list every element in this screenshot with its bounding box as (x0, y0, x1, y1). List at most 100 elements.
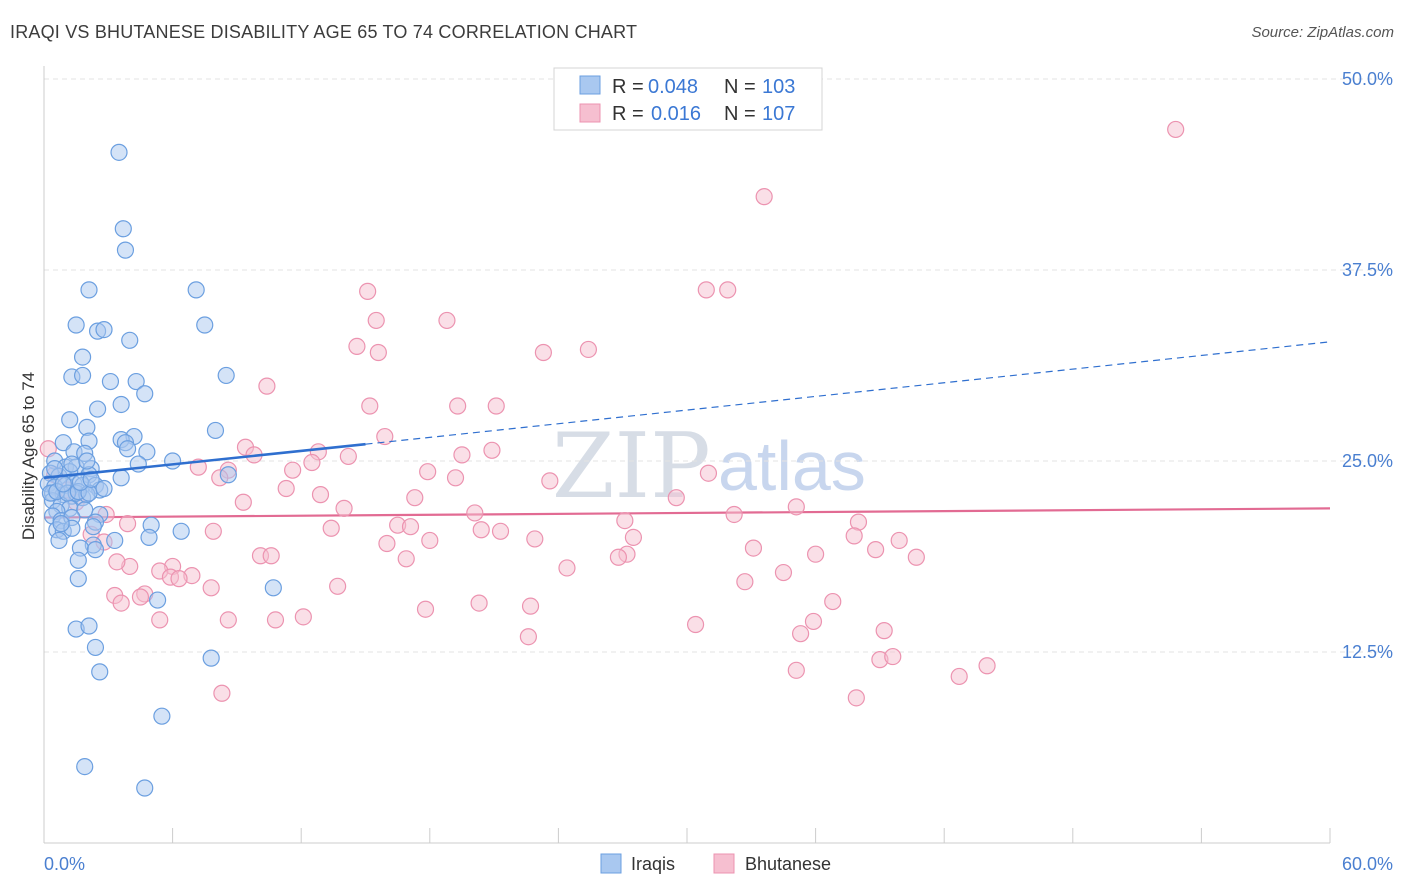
bhutanese-point-57 (867, 541, 885, 559)
bhutanese-point-12 (361, 397, 379, 415)
y-axis-label: Disability Age 65 to 74 (19, 372, 38, 540)
bhutanese-point-83 (875, 622, 893, 640)
bhutanese-point-82 (804, 612, 823, 631)
bhutanese-point-90 (213, 684, 231, 702)
bhutanese-point-78 (219, 611, 237, 629)
iraqis-point-8 (95, 320, 113, 339)
iraqis-point-4 (187, 281, 205, 299)
iraqis-point-5 (196, 316, 214, 334)
series-legend: Iraqis Bhutanese (600, 853, 831, 874)
iraqis-point-18 (112, 395, 130, 414)
bhutanese-point-79 (266, 611, 285, 629)
bhutanese-point-96 (262, 547, 280, 565)
bhutanese-point-2 (359, 282, 377, 300)
x-tick-label-max: 60.0% (1342, 854, 1393, 874)
legend-n-label-iraqis: N = (724, 76, 756, 98)
legend-n-value-bhutanese: 107 (762, 103, 795, 125)
bhutanese-point-1 (755, 188, 773, 206)
iraqis-point-6 (67, 316, 85, 334)
bhutanese-point-85 (791, 625, 810, 643)
bhutanese-point-67 (329, 577, 347, 595)
correlation-legend: R = 0.048 N = 103 R = 0.016 N = 107 (553, 67, 823, 131)
bhutanese-point-8 (369, 343, 387, 362)
bhutanese-point-41 (204, 522, 222, 540)
iraqis-point-101 (78, 452, 96, 470)
bhutanese-point-42 (322, 519, 340, 537)
bhutanese-point-99 (108, 553, 126, 571)
bhutanese-point-6 (438, 311, 456, 330)
bhutanese-point-46 (491, 522, 510, 540)
iraqis-point-72 (50, 531, 68, 550)
y-tick-label-0: 12.5% (1342, 642, 1393, 662)
iraqis-point-15 (127, 372, 145, 391)
y-tick-label-2: 37.5% (1342, 260, 1393, 280)
bhutanese-point-92 (950, 667, 968, 686)
bhutanese-point-77 (151, 611, 169, 629)
bhutanese-point-39 (725, 505, 743, 524)
iraqis-point-11 (217, 366, 235, 385)
bhutanese-point-49 (845, 527, 863, 545)
bhutanese-point-25 (303, 453, 321, 472)
legend-swatch-iraqis (579, 75, 601, 95)
bhutanese-point-15 (376, 427, 394, 446)
watermark-zip: ZIP (552, 414, 711, 519)
iraqis-point-19 (61, 411, 79, 429)
bhutanese-point-10 (579, 340, 598, 359)
iraqis-point-35 (164, 452, 182, 470)
iraqis-point-102 (52, 515, 70, 533)
iraqis-point-88 (76, 757, 94, 776)
bhutanese-point-30 (541, 472, 559, 490)
bhutanese-point-71 (112, 594, 130, 612)
iraqis-point-78 (69, 551, 87, 569)
iraqis-point-71 (172, 522, 190, 540)
bhutanese-point-40 (118, 515, 137, 533)
iraqis-point-29 (118, 440, 137, 458)
iraqis-point-3 (80, 281, 98, 299)
iraqis-point-83 (80, 617, 98, 635)
bhutanese-point-47 (616, 511, 634, 530)
iraqis-point-86 (91, 663, 109, 681)
legend-r-value-iraqis: 0.048 (648, 76, 698, 98)
bhutanese-point-61 (609, 548, 628, 566)
bottom-legend-label-bhutanese: Bhutanese (745, 854, 831, 874)
iraqis-trend-extension (365, 341, 1331, 445)
legend-swatch-bhutanese (579, 103, 601, 123)
bhutanese-point-44 (401, 518, 420, 536)
bhutanese-point-56 (806, 545, 825, 563)
iraqis-point-17 (88, 400, 107, 418)
bhutanese-point-9 (534, 343, 552, 362)
bhutanese-point-66 (202, 579, 220, 597)
iraqis-point-9 (121, 331, 139, 349)
bhutanese-point-0 (1167, 120, 1185, 139)
bhutanese-point-81 (686, 615, 705, 634)
bhutanese-point-53 (378, 534, 396, 553)
bhutanese-point-11 (258, 377, 276, 395)
iraqis-point-13 (73, 366, 92, 385)
bhutanese-point-89 (787, 661, 805, 679)
bhutanese-point-94 (131, 588, 150, 606)
legend-r-value-bhutanese: 0.016 (651, 103, 701, 125)
bhutanese-trend-line (43, 507, 1331, 519)
bhutanese-point-106 (558, 559, 576, 577)
bhutanese-trend (43, 507, 1331, 519)
iraqis-point-16 (136, 385, 154, 403)
iraqis-point-85 (202, 649, 220, 667)
bhutanese-point-38 (787, 498, 805, 516)
iraqis-point-100 (63, 455, 81, 473)
iraqis-point-95 (95, 479, 113, 498)
bhutanese-point-55 (744, 539, 763, 557)
bhutanese-point-95 (170, 570, 188, 588)
bhutanese-point-35 (406, 489, 424, 507)
bhutanese-point-29 (446, 469, 465, 487)
bhutanese-point-21 (483, 441, 501, 459)
iraqis-point-14 (101, 372, 120, 391)
bottom-legend-swatch-bhutanese (713, 853, 735, 874)
iraqis-point-75 (140, 528, 158, 547)
bhutanese-point-74 (521, 597, 540, 615)
bhutanese-point-76 (824, 592, 842, 611)
iraqis-point-84 (86, 638, 105, 657)
bhutanese-point-7 (348, 337, 366, 355)
bhutanese-point-58 (907, 548, 925, 566)
bhutanese-point-31 (277, 479, 295, 498)
